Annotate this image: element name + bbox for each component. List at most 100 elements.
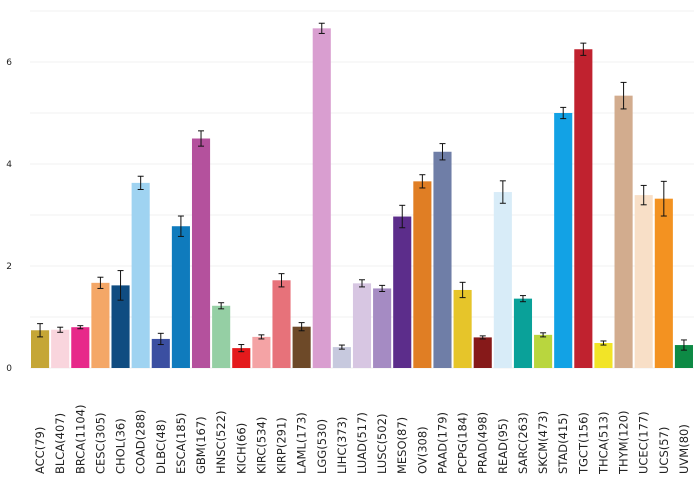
x-category-label: THYM(120) [617,410,631,475]
x-category-label: KIRC(534) [254,417,268,474]
error-bar [359,279,365,288]
bar-meso [393,216,412,368]
error-bar [620,81,627,110]
x-category-label: PAAD(179) [435,412,449,474]
bar-esca [171,226,190,368]
error-bar [580,42,587,56]
bar-brca [71,327,90,368]
error-bar [258,334,265,340]
error-bar [338,344,345,350]
error-bar [600,340,607,346]
error-bar [298,322,305,332]
bar-lgg [312,28,331,369]
x-category-label: THCA(513) [596,412,610,476]
x-category-label: CESC(305) [93,412,107,474]
x-category-label: READ(95) [496,418,510,474]
bar-kich [232,348,251,368]
x-category-label: ESCA(185) [174,413,188,474]
bar-pcpg [453,289,472,368]
x-axis-labels: ACC(79) BLCA(407) BRCA(1104) CESC(305) CHOL(… [33,405,691,475]
error-bar [660,180,667,217]
x-category-label: LUSC(502) [375,413,389,474]
error-bar [198,130,205,147]
x-category-label: TGCT(156) [576,412,590,475]
x-category-label: ACC(79) [33,427,47,474]
error-bar [519,295,526,303]
bar-ov [413,181,432,368]
y-tick-label: 0 [6,364,12,374]
error-bar [499,180,506,204]
bar-kirp [272,280,291,368]
x-category-label: BLCA(407) [53,413,67,474]
bar-dlbc [151,338,170,368]
bar-stad [554,113,573,368]
bar-thym [614,95,633,368]
bar-cesc [91,282,110,368]
bar-sarc [513,298,533,368]
x-category-label: UCS(57) [657,427,671,474]
error-bar [399,204,406,229]
bar-ucs [654,198,673,368]
x-category-label: SKCM(473) [536,411,550,474]
bar-lusc [373,288,392,368]
x-category-label: KICH(66) [234,423,248,474]
x-category-label: CHOL(36) [114,418,128,474]
x-category-label: BRCA(1104) [73,405,87,474]
bar-coad [131,182,150,368]
bar-skcm [534,334,553,368]
x-category-label: LGG(530) [315,419,329,474]
error-bar [419,174,426,189]
bar-hnsc [212,305,231,368]
y-tick-label: 4 [6,160,12,170]
error-bar [278,273,285,288]
x-category-label: DLBC(48) [154,419,168,474]
x-category-label: SARC(263) [516,412,530,474]
bar-luad [352,283,372,368]
error-bar [137,175,144,190]
bar-blca [51,329,70,368]
error-bar [680,339,687,351]
bar-laml [292,326,311,368]
x-category-label: STAD(415) [556,413,570,474]
x-category-label: UVM(80) [677,424,691,474]
error-bar [97,276,104,289]
error-bar [560,106,567,120]
x-category-label: PRAD(498) [476,412,490,474]
error-bar [77,325,84,330]
error-bar [540,332,547,338]
bar-paad [433,151,452,368]
x-category-label: OV(308) [415,426,429,474]
bar-ucec [634,195,653,368]
bar-chol [111,285,130,368]
bar-gbm [191,138,211,368]
x-category-label: LIHC(373) [335,417,349,474]
error-bar [157,332,164,346]
error-bar [640,184,647,206]
error-bars [37,22,687,353]
bar-acc [31,330,50,368]
error-bar [37,323,44,338]
bar-lihc [332,347,351,368]
error-bar [117,270,124,301]
x-category-label: KIRP(291) [275,417,289,474]
y-tick-label: 6 [6,58,12,68]
x-category-label: LUAD(517) [355,412,369,474]
y-tick-label: 2 [6,262,12,272]
x-category-label: COAD(288) [134,409,148,474]
x-category-label: MESO(87) [395,417,409,474]
bar-kirc [252,336,271,368]
bars [31,28,693,369]
bar-tgct [574,49,593,368]
error-bar [318,22,325,34]
y-axis-ticks: 0 2 4 6 [6,58,12,374]
x-category-label: PCPG(184) [456,412,470,474]
bar-read [493,192,512,368]
x-category-label: HNSC(522) [214,410,228,474]
bar-thca [594,343,613,368]
bar-prad [473,337,492,368]
error-bar [238,344,245,353]
error-bar [177,215,184,237]
x-category-label: UCEC(177) [637,411,651,474]
error-bar [218,302,225,310]
